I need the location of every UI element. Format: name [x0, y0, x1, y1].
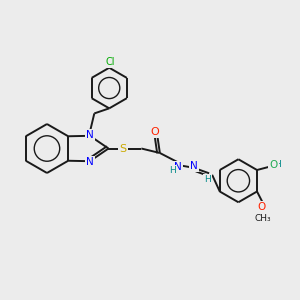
Text: O: O: [150, 127, 159, 137]
Text: N: N: [86, 157, 94, 167]
Text: CH₃: CH₃: [255, 214, 271, 223]
Text: O: O: [258, 202, 266, 212]
Text: N: N: [86, 130, 94, 140]
Text: N: N: [190, 161, 197, 171]
Text: Cl: Cl: [106, 57, 116, 68]
Text: H: H: [274, 160, 280, 169]
Text: S: S: [119, 143, 126, 154]
Text: O: O: [270, 160, 278, 170]
Text: H: H: [169, 167, 176, 176]
Text: N: N: [174, 162, 182, 172]
Text: H: H: [205, 175, 211, 184]
